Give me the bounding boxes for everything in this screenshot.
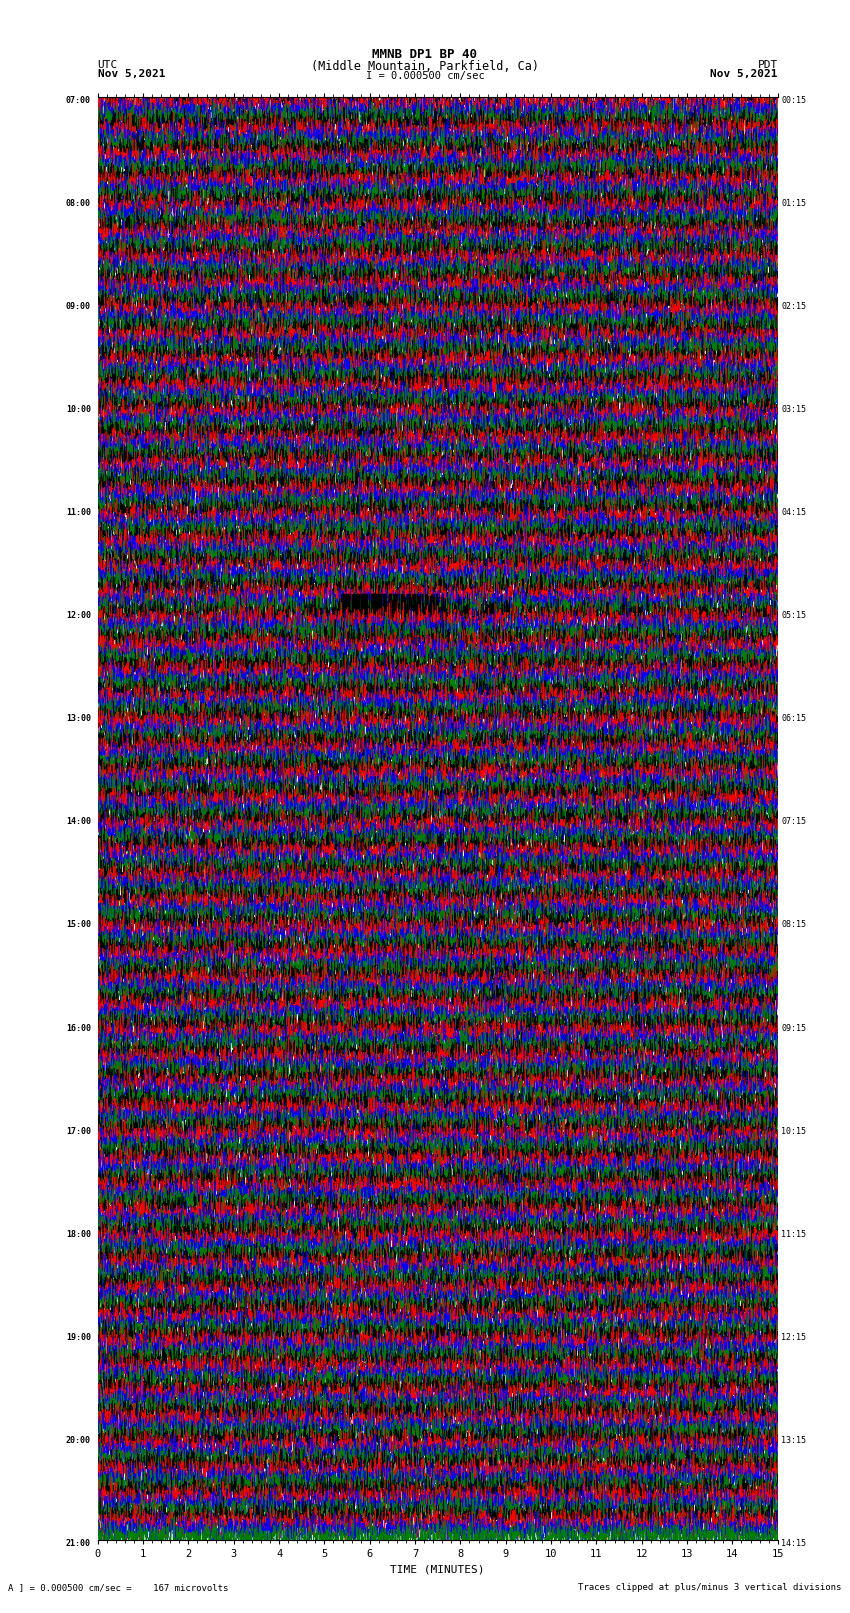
Text: 11:00: 11:00	[66, 508, 91, 518]
Text: A ] = 0.000500 cm/sec =    167 microvolts: A ] = 0.000500 cm/sec = 167 microvolts	[8, 1582, 229, 1592]
Text: 00:15: 00:15	[781, 95, 806, 105]
Text: UTC: UTC	[98, 60, 118, 69]
Text: 03:15: 03:15	[781, 405, 806, 415]
Text: 01:15: 01:15	[781, 198, 806, 208]
Text: 08:15: 08:15	[781, 921, 806, 929]
Text: 20:00: 20:00	[66, 1436, 91, 1445]
Text: 07:00: 07:00	[66, 95, 91, 105]
Text: 13:15: 13:15	[781, 1436, 806, 1445]
Text: (Middle Mountain, Parkfield, Ca): (Middle Mountain, Parkfield, Ca)	[311, 60, 539, 73]
Text: 18:00: 18:00	[66, 1229, 91, 1239]
Text: 10:00: 10:00	[66, 405, 91, 415]
Text: 07:15: 07:15	[781, 818, 806, 826]
Text: 12:00: 12:00	[66, 611, 91, 619]
Text: Nov 5,2021: Nov 5,2021	[98, 69, 165, 79]
Text: 05:15: 05:15	[781, 611, 806, 619]
Text: 14:15: 14:15	[781, 1539, 806, 1548]
Text: Nov 5,2021: Nov 5,2021	[711, 69, 778, 79]
Text: 08:00: 08:00	[66, 198, 91, 208]
Text: I = 0.000500 cm/sec: I = 0.000500 cm/sec	[366, 71, 484, 81]
Text: 04:15: 04:15	[781, 508, 806, 518]
Text: 19:00: 19:00	[66, 1332, 91, 1342]
Text: 16:00: 16:00	[66, 1024, 91, 1032]
Text: 13:00: 13:00	[66, 715, 91, 723]
Text: MMNB DP1 BP 40: MMNB DP1 BP 40	[372, 48, 478, 61]
Text: 14:00: 14:00	[66, 818, 91, 826]
Text: 15:00: 15:00	[66, 921, 91, 929]
Text: Traces clipped at plus/minus 3 vertical divisions: Traces clipped at plus/minus 3 vertical …	[578, 1582, 842, 1592]
Text: 17:00: 17:00	[66, 1126, 91, 1136]
Text: 21:00: 21:00	[66, 1539, 91, 1548]
Text: 10:15: 10:15	[781, 1126, 806, 1136]
Text: 12:15: 12:15	[781, 1332, 806, 1342]
X-axis label: TIME (MINUTES): TIME (MINUTES)	[390, 1565, 485, 1574]
Text: PDT: PDT	[757, 60, 778, 69]
Text: 02:15: 02:15	[781, 302, 806, 311]
Text: 06:15: 06:15	[781, 715, 806, 723]
Text: 09:00: 09:00	[66, 302, 91, 311]
Text: 11:15: 11:15	[781, 1229, 806, 1239]
Text: 09:15: 09:15	[781, 1024, 806, 1032]
